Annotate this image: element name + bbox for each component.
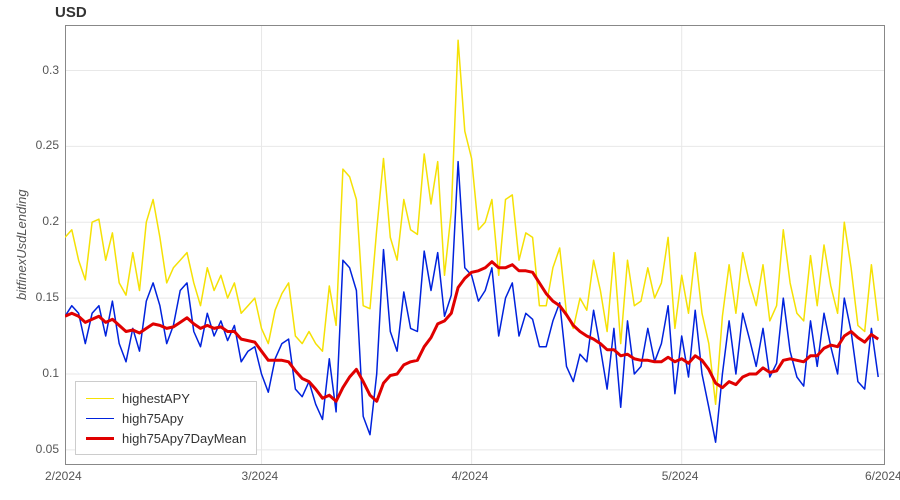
legend-swatch xyxy=(86,398,114,399)
chart-container: USD bitfinexUsdLending 0.05 0.1 0.15 0.2 0.2… xyxy=(0,0,900,500)
y-tick-label: 0.3 xyxy=(42,63,59,77)
legend-label: high75Apy xyxy=(122,411,183,426)
x-tick-label: 4/2024 xyxy=(452,469,489,483)
legend-item: high75Apy xyxy=(86,408,246,428)
legend-swatch xyxy=(86,437,114,440)
legend-item: high75Apy7DayMean xyxy=(86,428,246,448)
y-tick-label: 0.25 xyxy=(36,138,59,152)
y-tick-label: 0.1 xyxy=(42,366,59,380)
x-tick-label: 6/2024 xyxy=(865,469,900,483)
legend-label: high75Apy7DayMean xyxy=(122,431,246,446)
y-axis-label: bitfinexUsdLending xyxy=(14,189,29,300)
x-tick-label: 5/2024 xyxy=(662,469,699,483)
legend-swatch xyxy=(86,418,114,419)
legend: highestAPY high75Apy high75Apy7DayMean xyxy=(75,381,257,455)
legend-item: highestAPY xyxy=(86,388,246,408)
chart-title: USD xyxy=(55,4,87,21)
y-tick-label: 0.15 xyxy=(36,290,59,304)
y-tick-label: 0.05 xyxy=(36,442,59,456)
y-tick-label: 0.2 xyxy=(42,214,59,228)
x-tick-label: 2/2024 xyxy=(45,469,82,483)
legend-label: highestAPY xyxy=(122,391,190,406)
x-tick-label: 3/2024 xyxy=(242,469,279,483)
